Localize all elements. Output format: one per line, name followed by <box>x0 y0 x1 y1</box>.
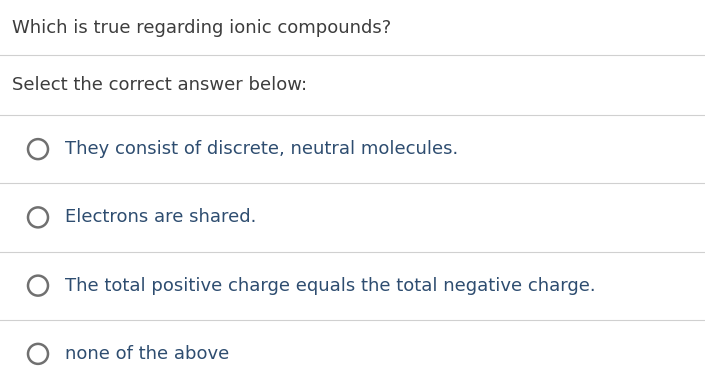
Text: none of the above: none of the above <box>65 345 229 363</box>
Text: Electrons are shared.: Electrons are shared. <box>65 208 257 226</box>
Text: Which is true regarding ionic compounds?: Which is true regarding ionic compounds? <box>12 19 391 37</box>
Text: They consist of discrete, neutral molecules.: They consist of discrete, neutral molecu… <box>65 140 458 158</box>
Text: Select the correct answer below:: Select the correct answer below: <box>12 76 307 94</box>
Text: The total positive charge equals the total negative charge.: The total positive charge equals the tot… <box>65 277 596 294</box>
